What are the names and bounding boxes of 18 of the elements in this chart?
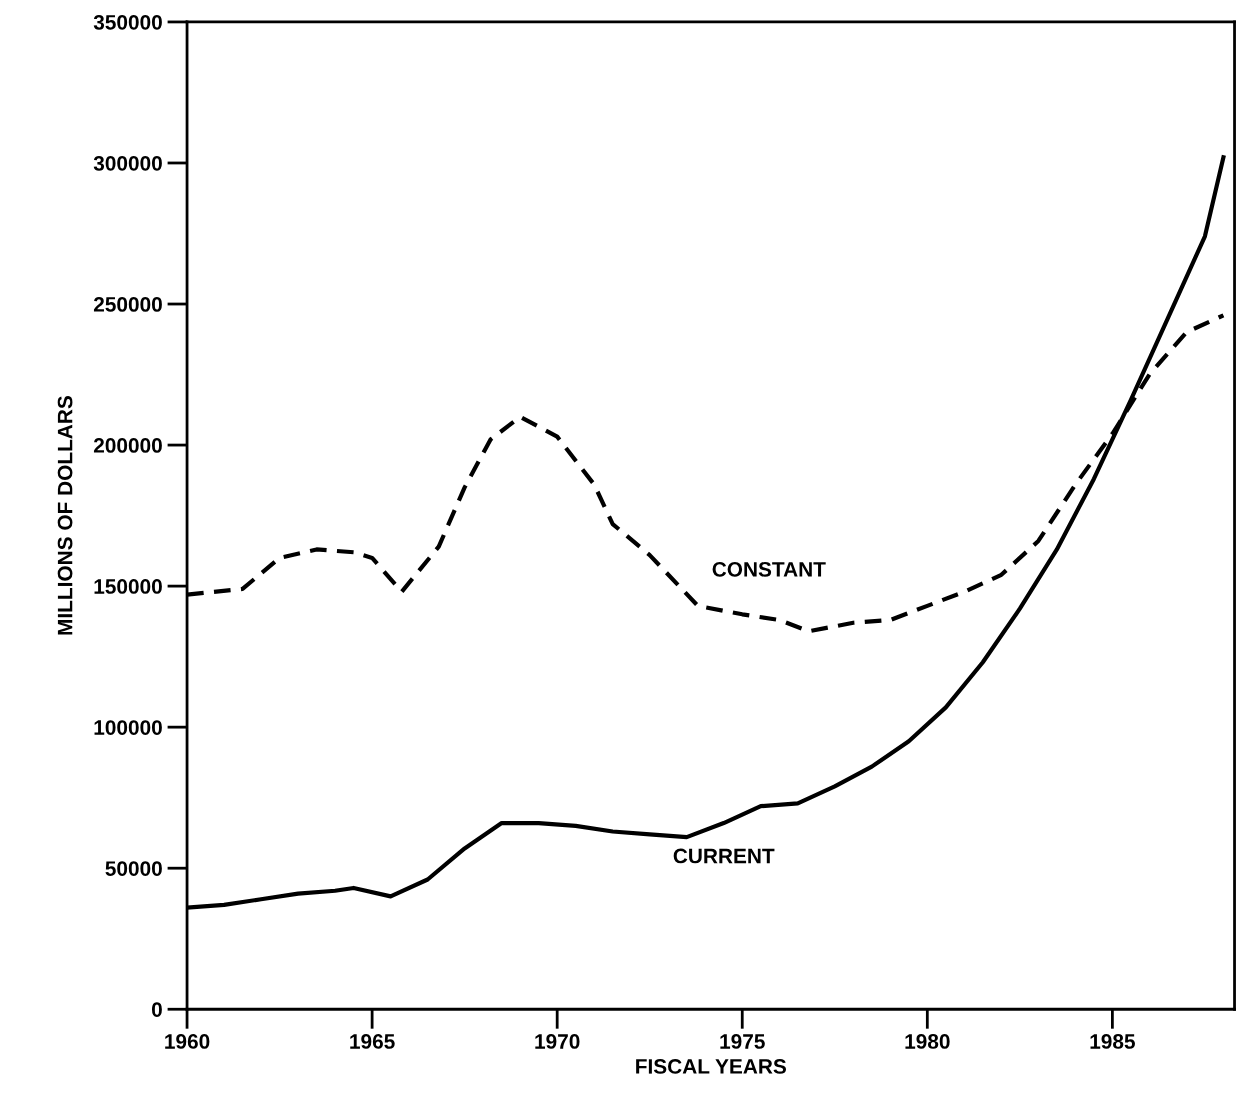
x-axis-title: FISCAL YEARS bbox=[636, 1059, 787, 1074]
x-tick-label: 1985 bbox=[1090, 1034, 1135, 1049]
y-tick-label: 350000 bbox=[93, 14, 162, 30]
y-axis-title: MILLIONS OF DOLLARS bbox=[57, 396, 73, 635]
x-tick-label: 1975 bbox=[720, 1034, 765, 1049]
y-tick-label: 300000 bbox=[93, 155, 162, 171]
series-label: CONSTANT bbox=[712, 561, 826, 577]
y-tick-label: 50000 bbox=[105, 861, 162, 876]
series-label: CURRENT bbox=[673, 848, 775, 864]
y-tick-label: 250000 bbox=[93, 297, 162, 312]
y-tick-label: 0 bbox=[151, 1002, 162, 1017]
y-tick-label: 100000 bbox=[94, 720, 162, 735]
x-tick-label: 1980 bbox=[905, 1034, 950, 1049]
y-tick-label: 150000 bbox=[94, 579, 162, 594]
y-tick-label: 200000 bbox=[93, 438, 162, 453]
x-tick-label: 1970 bbox=[535, 1034, 580, 1049]
x-tick-label: 1960 bbox=[165, 1034, 210, 1049]
x-tick-label: 1965 bbox=[350, 1034, 395, 1049]
